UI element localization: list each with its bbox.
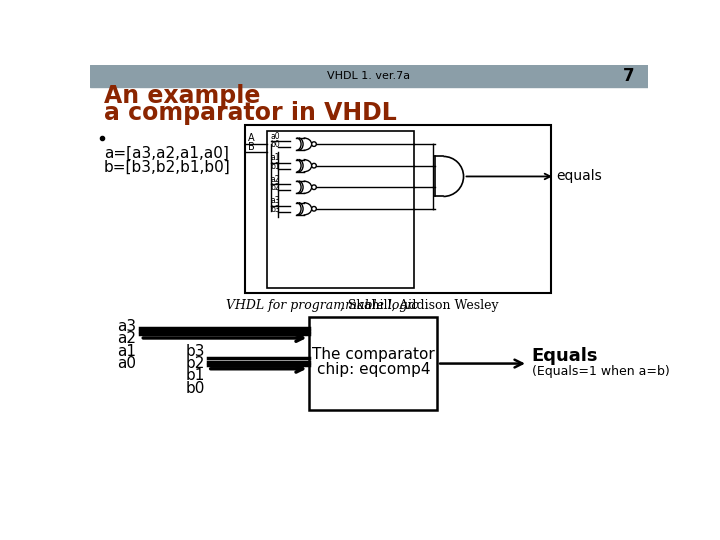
Text: a3: a3	[271, 197, 280, 205]
Text: equals: equals	[556, 170, 601, 184]
Text: chip: eqcomp4: chip: eqcomp4	[317, 362, 430, 377]
Text: The comparator: The comparator	[312, 347, 435, 362]
Text: a0: a0	[117, 356, 137, 371]
Text: b2: b2	[185, 356, 204, 371]
Bar	[310, 318, 437, 410]
Text: b1: b1	[271, 162, 280, 171]
Text: , Skahill, Addison Wesley: , Skahill, Addison Wesley	[341, 299, 499, 312]
Text: b3: b3	[185, 344, 204, 359]
Text: B: B	[248, 141, 255, 152]
Text: An example: An example	[104, 84, 261, 107]
Text: 7: 7	[623, 67, 634, 85]
Circle shape	[312, 164, 316, 168]
Text: b0: b0	[185, 381, 204, 396]
Circle shape	[312, 206, 316, 211]
Circle shape	[312, 185, 316, 190]
Text: a comparator in VHDL: a comparator in VHDL	[104, 102, 397, 125]
Bar	[266, 131, 414, 288]
Text: A: A	[248, 133, 255, 143]
Text: a0: a0	[271, 132, 280, 141]
Circle shape	[312, 142, 316, 146]
Text: Equals: Equals	[532, 347, 598, 365]
Text: a2: a2	[271, 175, 280, 184]
Bar	[90, 65, 648, 87]
Text: a3: a3	[117, 319, 137, 334]
Text: a1: a1	[117, 344, 137, 359]
Text: VHDL for programmable logic: VHDL for programmable logic	[225, 299, 418, 312]
Text: b2: b2	[271, 183, 280, 192]
Text: a1: a1	[271, 153, 280, 163]
Text: b=[b3,b2,b1,b0]: b=[b3,b2,b1,b0]	[104, 160, 230, 175]
Text: b1: b1	[185, 368, 204, 383]
Text: a=[a3,a2,a1,a0]: a=[a3,a2,a1,a0]	[104, 146, 229, 161]
Text: VHDL 1. ver.7a: VHDL 1. ver.7a	[328, 71, 410, 81]
Text: b0: b0	[271, 140, 280, 149]
Bar	[245, 125, 551, 293]
Text: (Equals=1 when a=b): (Equals=1 when a=b)	[532, 364, 670, 378]
Text: b3: b3	[271, 205, 280, 214]
Text: a2: a2	[117, 332, 137, 347]
